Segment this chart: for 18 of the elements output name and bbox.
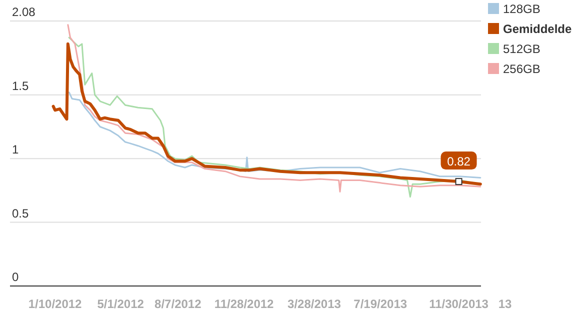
x-tick-label: 1/10/2012 <box>28 297 82 311</box>
x-tick-label: 5/1/2012 <box>97 297 144 311</box>
x-tick-label: 11/30/2013 <box>429 297 489 311</box>
x-tick-label: 3/28/2013 <box>288 297 342 311</box>
legend-label: 256GB <box>503 62 540 76</box>
legend-label: 512GB <box>503 42 540 56</box>
legend-label: Gemiddelde <box>503 22 572 36</box>
y-tick-label: 0.5 <box>12 206 30 220</box>
x-tick-label: 7/19/2013 <box>354 297 408 311</box>
text: 13 <box>498 297 512 311</box>
x-tick-label: 8/7/2012 <box>154 297 202 311</box>
y-tick-label: 2.08 <box>12 5 36 19</box>
legend-label: 128GB <box>503 2 540 16</box>
y-tick-label: 0 <box>12 270 19 284</box>
y-tick-label: 1.5 <box>12 78 30 93</box>
annotation: 0.82 <box>447 154 471 169</box>
y-tick-label: 1 <box>12 142 19 157</box>
x-tick-label: 11/28/2012 <box>214 297 274 311</box>
